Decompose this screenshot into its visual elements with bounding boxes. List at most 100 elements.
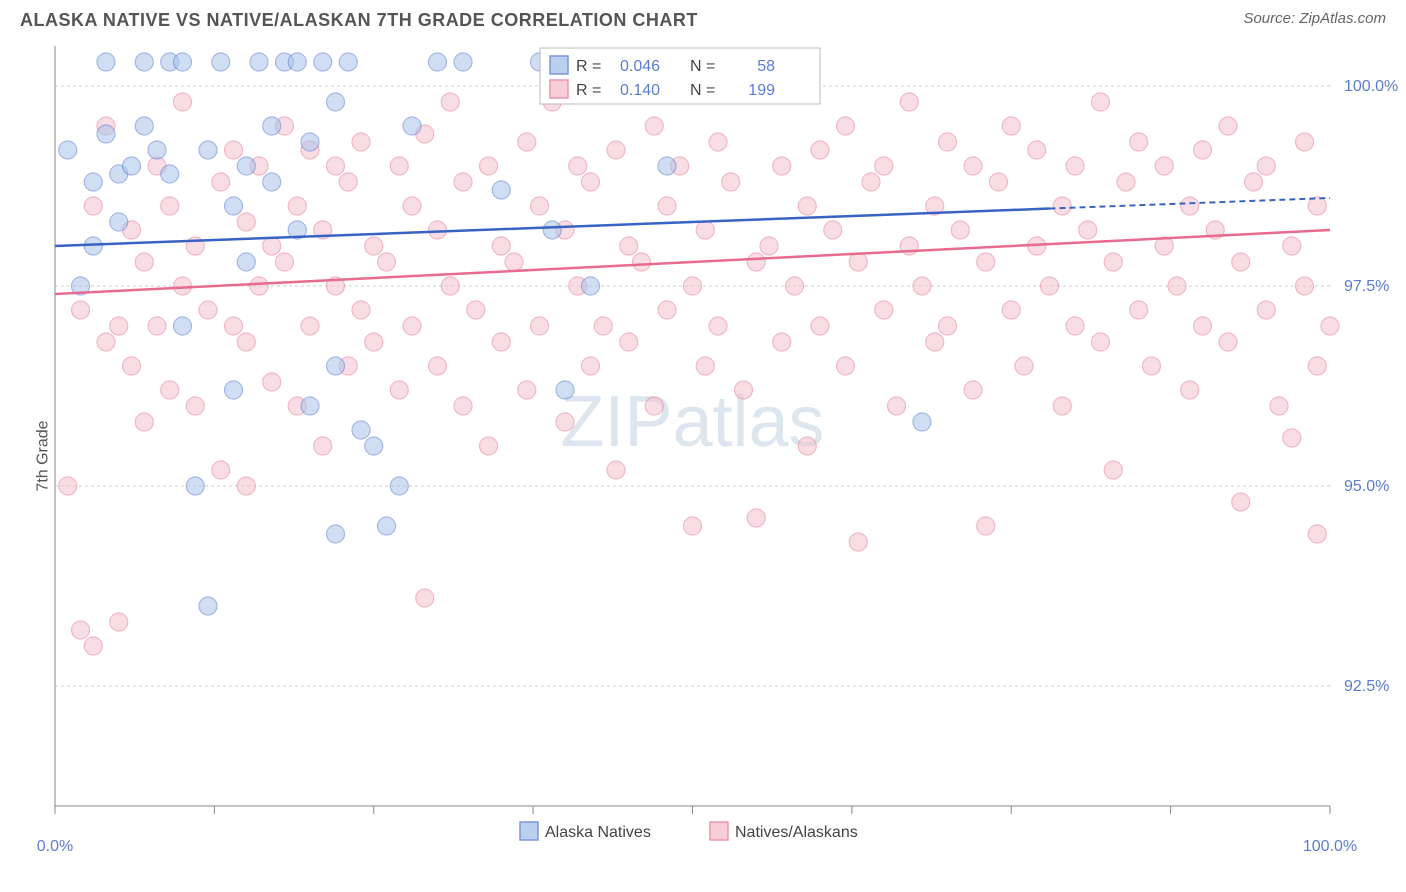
data-point — [1296, 133, 1314, 151]
data-point — [301, 397, 319, 415]
data-point — [1194, 141, 1212, 159]
data-point — [1104, 461, 1122, 479]
data-point — [1053, 197, 1071, 215]
data-point — [888, 397, 906, 415]
data-point — [1092, 333, 1110, 351]
data-point — [327, 157, 345, 175]
data-point — [684, 277, 702, 295]
data-point — [645, 397, 663, 415]
data-point — [1257, 157, 1275, 175]
data-point — [582, 357, 600, 375]
data-point — [174, 53, 192, 71]
data-point — [212, 53, 230, 71]
data-point — [390, 157, 408, 175]
data-point — [773, 333, 791, 351]
data-point — [709, 133, 727, 151]
data-point — [390, 477, 408, 495]
data-point — [492, 181, 510, 199]
data-point — [263, 117, 281, 135]
data-point — [288, 53, 306, 71]
data-point — [1041, 277, 1059, 295]
data-point — [403, 117, 421, 135]
legend-swatch-pink — [550, 80, 568, 98]
data-point — [84, 197, 102, 215]
data-point — [505, 253, 523, 271]
svg-text:97.5%: 97.5% — [1344, 278, 1389, 295]
data-point — [403, 317, 421, 335]
data-point — [1130, 133, 1148, 151]
data-point — [658, 301, 676, 319]
data-point — [454, 53, 472, 71]
data-point — [837, 117, 855, 135]
data-point — [1232, 493, 1250, 511]
svg-text:N =: N = — [690, 82, 715, 99]
data-point — [939, 133, 957, 151]
data-point — [237, 477, 255, 495]
data-point — [390, 381, 408, 399]
svg-text:R =: R = — [576, 82, 601, 99]
data-point — [875, 157, 893, 175]
data-point — [365, 333, 383, 351]
chart-title: ALASKA NATIVE VS NATIVE/ALASKAN 7TH GRAD… — [20, 10, 698, 31]
data-point — [1092, 93, 1110, 111]
data-point — [1232, 253, 1250, 271]
data-point — [1245, 173, 1263, 191]
data-point — [72, 301, 90, 319]
data-point — [327, 93, 345, 111]
data-point — [1308, 357, 1326, 375]
data-point — [416, 589, 434, 607]
data-point — [365, 237, 383, 255]
trend-line-blue — [55, 209, 1050, 246]
data-point — [327, 357, 345, 375]
data-point — [1181, 381, 1199, 399]
data-point — [492, 237, 510, 255]
data-point — [237, 333, 255, 351]
svg-text:58: 58 — [757, 58, 775, 75]
data-point — [862, 173, 880, 191]
data-point — [977, 253, 995, 271]
data-point — [186, 397, 204, 415]
data-point — [263, 373, 281, 391]
data-point — [556, 381, 574, 399]
svg-text:ZIPatlas: ZIPatlas — [560, 382, 824, 462]
data-point — [237, 253, 255, 271]
data-point — [543, 221, 561, 239]
data-point — [696, 221, 714, 239]
data-point — [250, 277, 268, 295]
data-point — [633, 253, 651, 271]
data-point — [429, 53, 447, 71]
data-point — [684, 517, 702, 535]
data-point — [429, 221, 447, 239]
data-point — [518, 381, 536, 399]
data-point — [913, 413, 931, 431]
data-point — [594, 317, 612, 335]
data-point — [913, 277, 931, 295]
data-point — [97, 53, 115, 71]
data-point — [658, 157, 676, 175]
data-point — [620, 333, 638, 351]
bottom-legend-blue: Alaska Natives — [545, 824, 651, 841]
data-point — [1219, 333, 1237, 351]
bottom-swatch-blue — [520, 822, 538, 840]
data-point — [709, 317, 727, 335]
data-point — [645, 117, 663, 135]
data-point — [951, 221, 969, 239]
title-bar: ALASKA NATIVE VS NATIVE/ALASKAN 7TH GRAD… — [0, 0, 1406, 36]
data-point — [900, 93, 918, 111]
scatter-chart: 92.5%95.0%97.5%100.0%0.0%100.0%ZIPatlasR… — [0, 36, 1406, 876]
data-point — [378, 253, 396, 271]
data-point — [582, 277, 600, 295]
data-point — [276, 253, 294, 271]
data-point — [135, 53, 153, 71]
data-point — [760, 237, 778, 255]
data-point — [977, 517, 995, 535]
svg-text:0.0%: 0.0% — [37, 838, 73, 855]
data-point — [174, 277, 192, 295]
data-point — [824, 221, 842, 239]
data-point — [135, 253, 153, 271]
data-point — [531, 317, 549, 335]
data-point — [225, 141, 243, 159]
data-point — [518, 133, 536, 151]
data-point — [939, 317, 957, 335]
data-point — [747, 253, 765, 271]
